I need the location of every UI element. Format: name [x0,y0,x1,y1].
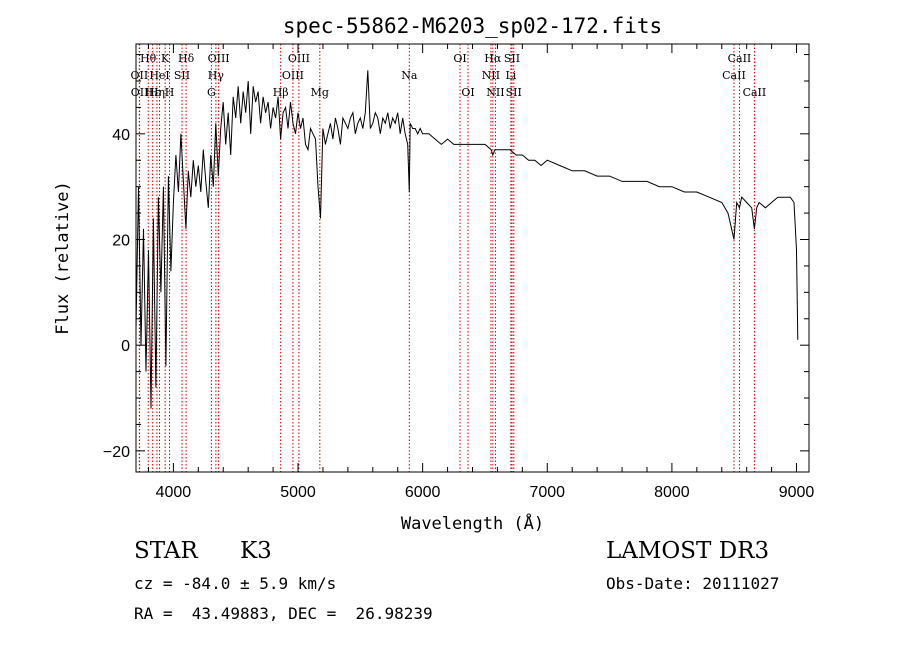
line-marker-label: OIII [208,52,230,65]
cz-value: cz = -84.0 ± 5.9 km/s [134,574,337,593]
line-marker-label: Mg [311,86,329,99]
line-marker-label: CaII [728,52,752,65]
line-marker-label: CaII [743,86,767,99]
line-marker-label: OIII [282,69,304,82]
line-marker-label: SII [506,86,522,99]
line-marker-label: NII [486,86,504,99]
x-tick-label: 5000 [280,484,316,501]
line-marker-label: K [161,52,170,65]
line-marker-label: Hα [484,52,502,65]
x-tick-label: 4000 [156,484,192,501]
line-marker-label: H [165,86,175,99]
x-tick-label: 9000 [779,484,815,501]
spectrum-line [135,70,799,409]
line-marker-label: OII [131,69,149,82]
line-marker-label: NII [482,69,500,82]
line-marker-label: Hδ [178,52,195,65]
chart-title: spec-55862-M6203_sp02-172.fits [283,14,662,38]
line-marker-label: Hε [145,86,161,99]
x-tick-label: 6000 [405,484,441,501]
object-class: STAR [134,538,198,564]
line-marker-label: Na [401,69,418,82]
obs-date: Obs-Date: 20111027 [606,574,780,593]
line-marker-label: OI [453,52,466,65]
line-marker-label: OI [461,86,474,99]
line-marker-label: Li [505,69,516,82]
y-tick-label: 0 [121,338,130,355]
object-subclass: K3 [240,538,272,564]
y-tick-label: 20 [112,233,130,250]
x-tick-label: 7000 [529,484,565,501]
line-marker-label: HeI [149,69,169,82]
line-marker-label: SII [174,69,190,82]
line-marker-label: CaII [722,69,746,82]
y-axis-label: Flux (relative) [53,181,73,335]
line-marker-label: G [207,86,216,99]
coordinates: RA = 43.49883, DEC = 26.98239 [134,604,433,623]
x-axis-label: Wavelength (Å) [401,512,544,534]
line-marker-label: Hη [149,86,165,99]
survey-name: LAMOST DR3 [606,538,770,564]
line-marker-label: OIII [288,52,310,65]
line-marker-label: SII [504,52,520,65]
y-tick-label: −20 [103,444,130,461]
line-marker-label: Hθ [140,52,157,65]
line-marker-label: Hβ [273,86,289,99]
y-tick-label: 40 [112,127,130,144]
x-tick-label: 8000 [654,484,690,501]
line-marker-label: OII [131,86,149,99]
line-marker-label: Hγ [208,69,225,82]
